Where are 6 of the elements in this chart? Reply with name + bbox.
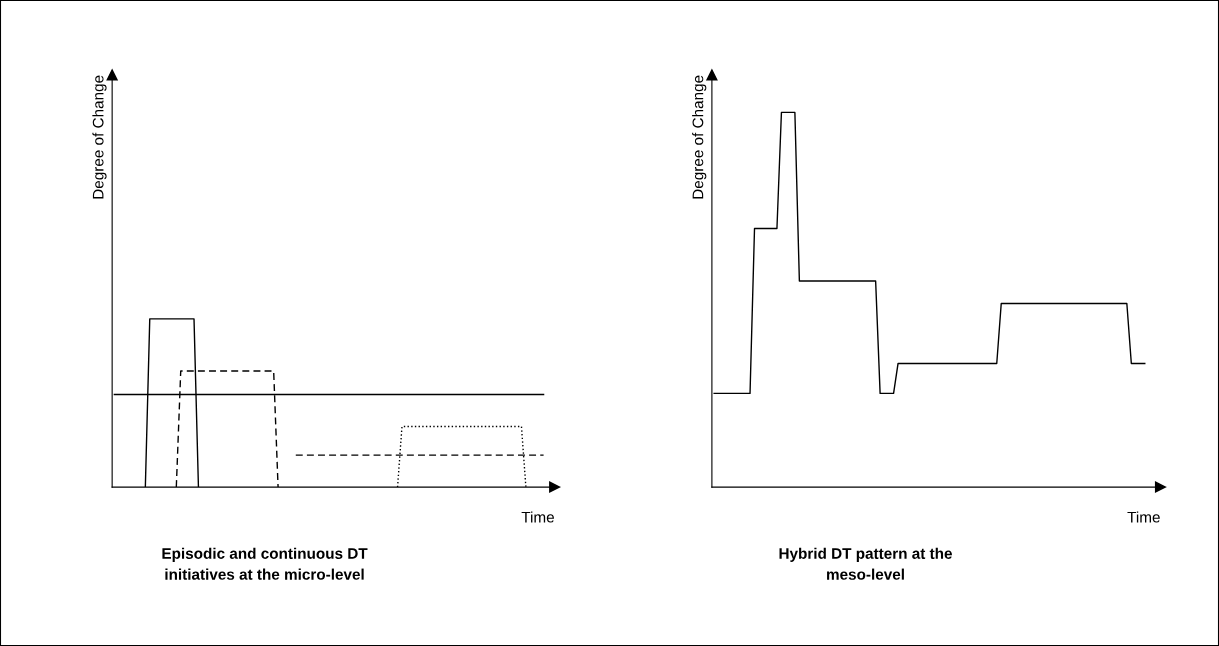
text: Episodic and continuous DT initiatives at the micro-level — [162, 547, 368, 580]
y-axis-title: Degree of Change — [92, 75, 107, 199]
y-axis-title: Degree of Change — [692, 75, 707, 199]
text: Hybrid DT pattern at the meso-level — [779, 547, 952, 580]
x-axis-title: Time — [1127, 511, 1160, 523]
x-axis-title: Time — [521, 511, 554, 523]
